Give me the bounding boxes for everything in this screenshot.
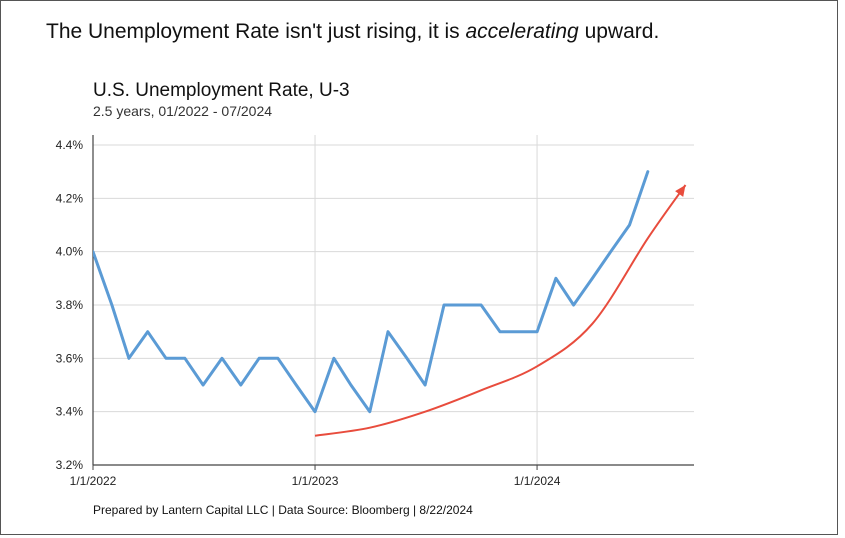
y-tick-label: 3.8% bbox=[56, 298, 84, 312]
headline: The Unemployment Rate isn't just rising,… bbox=[46, 20, 659, 44]
y-tick-label: 3.6% bbox=[56, 351, 84, 365]
series-line bbox=[93, 170, 650, 414]
headline-text: The Unemployment Rate isn't just rising,… bbox=[46, 20, 466, 43]
y-tick-label: 4.0% bbox=[56, 245, 84, 259]
x-tick-label: 1/1/2024 bbox=[514, 474, 561, 488]
x-tick-label: 1/1/2023 bbox=[292, 474, 339, 488]
footer-source: Prepared by Lantern Capital LLC | Data S… bbox=[93, 503, 473, 517]
trend-arrow-curve bbox=[314, 184, 687, 437]
y-tick-label: 4.4% bbox=[56, 138, 84, 152]
chart-title: U.S. Unemployment Rate, U-3 bbox=[93, 80, 350, 101]
x-tick-label: 1/1/2022 bbox=[70, 474, 117, 488]
y-tick-label: 3.2% bbox=[56, 458, 84, 472]
trend-arrow-head bbox=[675, 185, 686, 197]
headline-text-end: upward. bbox=[578, 20, 660, 43]
chart-subtitle: 2.5 years, 01/2022 - 07/2024 bbox=[93, 103, 273, 119]
y-tick-label: 4.2% bbox=[56, 191, 84, 205]
y-tick-label: 3.4% bbox=[56, 405, 84, 419]
headline-emphasis: accelerating bbox=[465, 20, 579, 43]
